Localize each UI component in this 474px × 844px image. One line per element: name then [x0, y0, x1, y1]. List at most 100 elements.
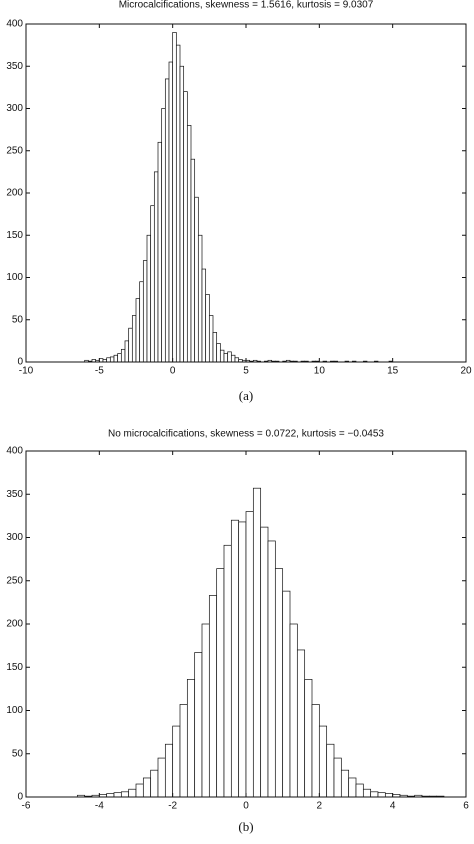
- bar: [128, 327, 133, 363]
- bar: [230, 354, 236, 363]
- bar: [274, 568, 284, 798]
- bar: [208, 595, 218, 798]
- bar: [135, 783, 144, 798]
- chart-title: No microcalcifications, skewness = 0.072…: [108, 429, 384, 440]
- bar: [234, 357, 240, 363]
- y-tick-label: 400: [6, 19, 23, 30]
- y-tick-label: 150: [6, 230, 23, 241]
- y-tick-label: 250: [6, 145, 23, 156]
- bar: [106, 357, 111, 363]
- bar: [318, 725, 328, 798]
- bar: [326, 743, 335, 798]
- bar: [216, 568, 225, 798]
- bar: [219, 349, 225, 363]
- bar: [197, 234, 203, 363]
- x-tick-label: -2: [168, 801, 177, 812]
- y-tick-label: 350: [6, 61, 23, 72]
- bar: [355, 783, 364, 798]
- bar: [172, 32, 177, 363]
- bar: [194, 652, 203, 798]
- bar: [370, 791, 379, 798]
- bar: [146, 234, 152, 363]
- bar: [135, 298, 141, 363]
- bar: [186, 679, 196, 798]
- plot-frame: [25, 23, 467, 363]
- bar: [113, 354, 119, 363]
- bar: [223, 544, 232, 798]
- caption: (a): [239, 388, 253, 403]
- bar: [161, 108, 166, 363]
- bar: [377, 792, 386, 798]
- x-tick-label: -4: [95, 801, 104, 812]
- bar: [252, 487, 262, 798]
- bar: [124, 340, 130, 363]
- bar: [267, 540, 276, 798]
- bar: [109, 356, 115, 363]
- bar: [175, 44, 181, 363]
- bar: [238, 521, 247, 798]
- bar: [216, 343, 221, 363]
- bar: [289, 623, 298, 798]
- y-tick-label: 0: [17, 792, 23, 803]
- bar: [230, 519, 240, 798]
- bar: [186, 125, 192, 363]
- x-tick-label: 5: [243, 366, 249, 377]
- x-tick-label: 6: [463, 801, 469, 812]
- bar: [201, 268, 207, 363]
- y-tick-label: 150: [6, 662, 23, 673]
- x-tick-label: 0: [170, 366, 176, 377]
- x-tick-label: 2: [317, 801, 323, 812]
- y-tick-label: 0: [17, 357, 23, 368]
- bar: [168, 61, 174, 363]
- bar: [205, 294, 210, 363]
- bar: [120, 348, 126, 363]
- bar: [113, 792, 122, 798]
- bar: [157, 757, 166, 798]
- bar: [208, 315, 214, 363]
- bar: [142, 260, 148, 363]
- y-tick-label: 100: [6, 705, 23, 716]
- y-tick-label: 50: [12, 314, 24, 325]
- y-tick-label: 400: [6, 446, 23, 457]
- chart-title: Microcalcifications, skewness = 1.5616, …: [119, 0, 374, 11]
- bar: [120, 791, 130, 798]
- x-tick-label: 0: [243, 801, 249, 812]
- bar: [139, 281, 144, 363]
- x-tick-label: -6: [22, 801, 31, 812]
- bar: [157, 141, 163, 363]
- x-tick-label: -10: [19, 366, 34, 377]
- x-tick-label: 4: [390, 801, 396, 812]
- x-tick-label: 10: [314, 366, 326, 377]
- bar: [128, 788, 137, 798]
- bar: [150, 205, 155, 363]
- bar: [131, 315, 137, 363]
- bar: [190, 158, 196, 363]
- bar: [223, 353, 229, 363]
- x-tick-label: 15: [387, 366, 399, 377]
- bar: [282, 590, 291, 798]
- bar: [150, 769, 159, 798]
- y-tick-label: 100: [6, 272, 23, 283]
- bar: [194, 196, 199, 363]
- bar: [362, 788, 372, 798]
- y-tick-label: 200: [6, 619, 23, 630]
- bar: [296, 649, 306, 798]
- bar: [164, 743, 174, 798]
- y-tick-label: 300: [6, 532, 23, 543]
- y-tick-label: 200: [6, 188, 23, 199]
- bar: [245, 511, 254, 798]
- bar: [164, 78, 170, 363]
- bar: [183, 91, 188, 363]
- x-tick-label: 20: [460, 366, 472, 377]
- bar: [117, 353, 122, 363]
- y-tick-label: 350: [6, 489, 23, 500]
- bar: [348, 777, 357, 798]
- bar: [212, 332, 218, 363]
- bar: [201, 623, 210, 798]
- x-tick-label: -5: [95, 366, 104, 377]
- bar: [153, 171, 159, 363]
- bar: [340, 769, 350, 798]
- y-tick-label: 50: [12, 748, 24, 759]
